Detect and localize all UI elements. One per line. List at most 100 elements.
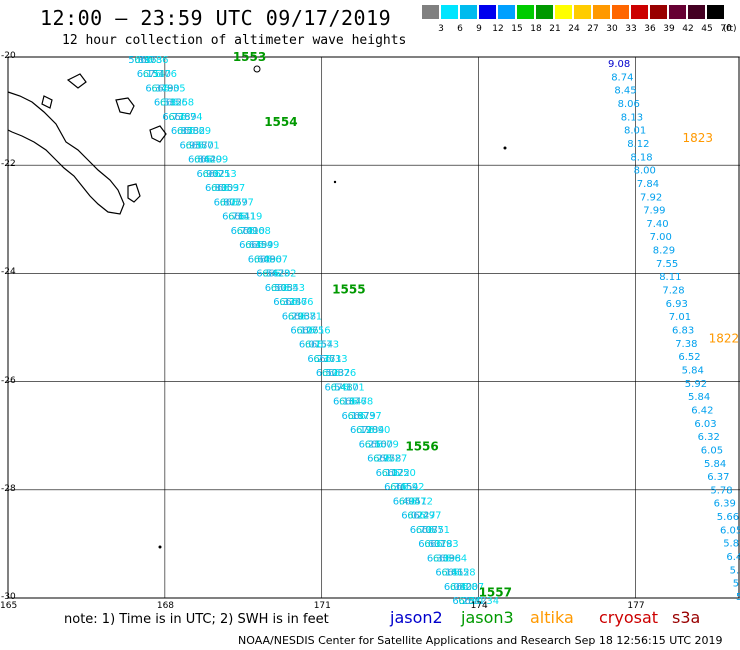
- jason3-swh-value: 6.71: [197, 140, 219, 151]
- map-subtitle: 12 hour collection of altimeter wave hei…: [62, 33, 407, 48]
- jason3-swh-value: 6.75: [305, 340, 327, 351]
- jason3-swh-value: 6.82: [183, 126, 205, 137]
- jason3-swh-value: 6.61: [441, 568, 463, 579]
- lon-tick-label: 168: [156, 601, 175, 611]
- jason3-swh-value: 6.11: [228, 212, 250, 223]
- altika-swh-value: 8.00: [634, 166, 656, 177]
- jason3-swh-value: 6.71: [428, 525, 450, 536]
- jason3-swh-value: 6.34: [279, 297, 301, 308]
- jason3-swh-value: 6.75: [373, 454, 395, 465]
- jason3-swh-value: 6.58: [154, 98, 176, 109]
- altika-swh-value: 7.28: [662, 286, 684, 297]
- jason3-swh-value: 6.68: [249, 226, 271, 237]
- jason3-swh-value: 6.52: [316, 368, 338, 379]
- scale-swatch: [498, 5, 515, 19]
- jason3-swh-value: 6.73: [140, 55, 162, 66]
- jason3-swh-value: 6.27: [307, 354, 329, 365]
- jason3-swh-value: 6.77: [345, 397, 367, 408]
- scale-swatch: [479, 5, 496, 19]
- altika-swh-value: 7.99: [643, 206, 665, 217]
- jason3-swh-value: 6.38: [168, 112, 190, 123]
- jason3-pass-label: 1553: [233, 50, 266, 64]
- coastline: [7, 91, 125, 215]
- altika-swh-value: 5.84: [688, 392, 710, 403]
- scale-swatch: [536, 5, 553, 19]
- altika-swh-value: 7.55: [656, 259, 678, 270]
- jason3-swh-value: 6.18: [430, 539, 452, 550]
- jason3-swh-value: 6.72: [388, 468, 410, 479]
- jason3-swh-value: 6.87: [462, 582, 484, 593]
- jason3-swh-value: 6.80: [157, 83, 179, 94]
- lat-tick-label: -26: [1, 375, 16, 386]
- jason3-swh-value: 6.77: [232, 197, 254, 208]
- altika-swh-value: 8.18: [630, 152, 652, 163]
- jason3-swh-value: 6.45: [390, 482, 412, 493]
- lat-tick-label: -30: [1, 592, 16, 602]
- jason3-swh-value: 6.37: [313, 354, 335, 365]
- scale-swatch: [593, 5, 610, 19]
- scale-label: 15: [511, 24, 523, 34]
- jason3-swh-value: 6.26: [296, 326, 318, 337]
- jason3-swh-value: 6.63: [418, 539, 440, 550]
- scale-label: 9: [476, 24, 482, 34]
- jason3-swh-value: 6.54: [458, 596, 480, 607]
- jason3-swh-value: 6.90: [368, 425, 390, 436]
- altika-swh-value: 6.03: [694, 419, 716, 430]
- scale-swatch: [460, 5, 477, 19]
- jason3-swh-value: 6.42: [262, 269, 284, 280]
- scale-label: 27: [587, 24, 599, 34]
- altika-swh-value: 6.83: [672, 326, 694, 337]
- jason3-swh-value: 6.74: [180, 112, 202, 123]
- jason3-swh-value: 6.49: [200, 155, 222, 166]
- jason3-swh-value: 6.09: [206, 155, 228, 166]
- altika-swh-value: 6.05: [701, 445, 723, 456]
- credit-line: NOAA/NESDIS Center for Satellite Applica…: [238, 634, 723, 647]
- jason3-swh-value: 6.77: [162, 112, 184, 123]
- altika-swh-value: 9.08: [608, 59, 630, 70]
- jason3-swh-value: 6.16: [333, 397, 355, 408]
- jason3-swh-value: 6.58: [177, 126, 199, 137]
- jason3-swh-value: 6.39: [245, 240, 267, 251]
- jason3-swh-value: 6.12: [382, 468, 404, 479]
- lon-tick-label: 177: [627, 601, 645, 611]
- jason3-swh-value: 6.53: [215, 169, 237, 180]
- jason3-swh-value: 10.34: [470, 596, 499, 607]
- jason3-swh-value: 6.07: [416, 525, 438, 536]
- jason3-swh-value: 6.85: [422, 525, 444, 536]
- scale-unit: (ft): [723, 24, 737, 34]
- jason3-swh-value: 6.05: [399, 496, 421, 507]
- jason3-swh-value: 6.93: [436, 539, 458, 550]
- jason3-swh-value: 6.82: [328, 368, 350, 379]
- jason3-swh-value: 6.56: [308, 326, 330, 337]
- jason3-swh-value: 6.50: [265, 283, 287, 294]
- jason3-swh-value: 6.82: [464, 596, 486, 607]
- legend-jason3: jason3: [461, 608, 514, 627]
- jason3-swh-value: 6.12: [350, 425, 372, 436]
- jason3-swh-value: 6.36: [384, 482, 406, 493]
- jason3-swh-value: 6.80: [260, 254, 282, 265]
- altika-swh-value: 8.06: [618, 99, 640, 110]
- jason3-swh-value: 6.73: [317, 340, 339, 351]
- legend-jason2: jason2: [390, 608, 443, 627]
- jason3-swh-value: 6.49: [151, 83, 173, 94]
- altika-swh-value: 6.37: [707, 472, 729, 483]
- jason3-swh-value: 6.53: [217, 183, 239, 194]
- island-dot: [333, 180, 337, 184]
- scale-label: 39: [663, 24, 675, 34]
- altika-swh-value: 8.74: [611, 72, 633, 83]
- jason3-swh-value: 6.04: [444, 582, 466, 593]
- jason3-swh-value: 6.47: [413, 511, 435, 522]
- jason3-swh-value: 6.76: [334, 368, 356, 379]
- jason3-swh-value: 6.71: [342, 382, 364, 393]
- jason3-swh-value: 6.62: [447, 568, 469, 579]
- scale-label: 45: [701, 24, 713, 34]
- altika-swh-value: 6.05: [720, 525, 740, 536]
- jason3-swh-value: 6.98: [356, 425, 378, 436]
- lat-tick-label: -24: [1, 267, 16, 278]
- jason3-swh-value: 6.38: [439, 553, 461, 564]
- jason3-swh-value: 6.90: [243, 226, 265, 237]
- jason3-swh-value: 6.71: [209, 169, 231, 180]
- scale-swatch: [441, 5, 458, 19]
- island-dot: [503, 146, 507, 150]
- jason3-swh-value: 6.05: [220, 197, 242, 208]
